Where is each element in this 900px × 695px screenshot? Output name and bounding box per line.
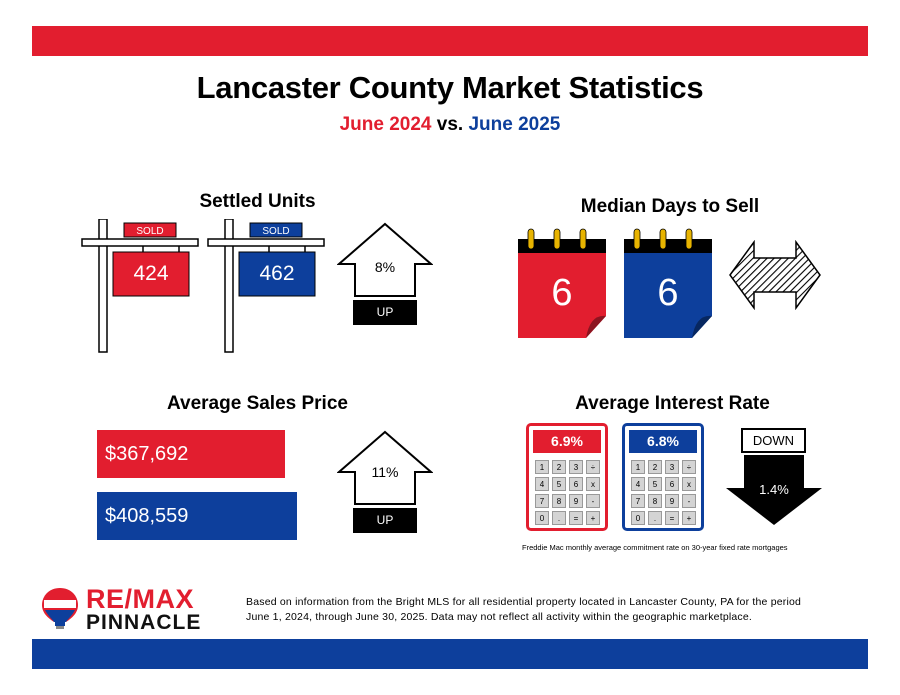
settled-units-title: Settled Units <box>199 191 316 212</box>
calculator-key: 3 <box>569 460 583 474</box>
disclaimer-line1: Based on information from the Bright MLS… <box>246 596 802 608</box>
interest-rate-2025: 6.8% <box>629 430 697 453</box>
avg-price-2024: $367,692 <box>97 430 285 478</box>
calendar-icon-2025 <box>622 226 717 340</box>
calculator-key: . <box>552 511 566 525</box>
calculator-key: 7 <box>631 494 645 508</box>
sign-post-icon <box>81 219 199 353</box>
interest-rate-title: Average Interest Rate <box>575 393 770 414</box>
up-arrow-icon <box>336 430 434 506</box>
sold-sign-2025 <box>206 219 326 354</box>
avg-price-title: Average Sales Price <box>167 393 348 414</box>
calculator-key: 9 <box>569 494 583 508</box>
period-2025: June 2025 <box>468 114 561 135</box>
settled-units-change: 8% <box>374 259 396 275</box>
brand-remax: RE/MAX <box>86 584 195 614</box>
calculator-key: 4 <box>535 477 549 491</box>
calculator-key: 1 <box>631 460 645 474</box>
calculator-key: - <box>682 494 696 508</box>
up-arrow-icon <box>336 222 434 298</box>
calculator-key: 5 <box>552 477 566 491</box>
page-subtitle: June 2024 vs. June 2025 <box>0 114 900 136</box>
calculator-key: 5 <box>648 477 662 491</box>
bottom-blue-bar <box>32 639 868 669</box>
calculator-key: = <box>569 511 583 525</box>
settled-units-direction: UP <box>353 300 417 325</box>
down-arrow-icon <box>724 455 824 527</box>
median-days-2025: 6 <box>657 272 679 314</box>
calculator-key: . <box>648 511 662 525</box>
interest-rate-change: 1.4% <box>759 482 789 497</box>
calculator-key: - <box>586 494 600 508</box>
calculator-key: 3 <box>665 460 679 474</box>
vs-label: vs. <box>436 114 464 135</box>
avg-price-direction: UP <box>353 508 417 533</box>
avg-price-change: 11% <box>371 464 399 480</box>
calculator-key: x <box>682 477 696 491</box>
calculator-key: 2 <box>648 460 662 474</box>
sign-post-icon <box>207 219 325 353</box>
calendar-icon-2024 <box>516 226 611 340</box>
calculator-key: + <box>586 511 600 525</box>
calculator-key: 8 <box>648 494 662 508</box>
calculator-key: 4 <box>631 477 645 491</box>
calculator-key: 1 <box>535 460 549 474</box>
calculator-key: 6 <box>665 477 679 491</box>
calculator-key: 7 <box>535 494 549 508</box>
interest-rate-footnote: Freddie Mac monthly average commitment r… <box>522 543 788 552</box>
median-days-title: Median Days to Sell <box>580 196 760 217</box>
settled-units-2025: 462 <box>259 262 295 285</box>
disclaimer: Based on information from the Bright MLS… <box>246 595 866 625</box>
calculator-key: 8 <box>552 494 566 508</box>
avg-price-2025: $408,559 <box>97 492 297 540</box>
balloon-logo-icon <box>40 586 80 630</box>
calculator-key: ÷ <box>586 460 600 474</box>
calculator-key: = <box>665 511 679 525</box>
sold-tag-2024: SOLD <box>136 226 164 237</box>
interest-rate-direction: DOWN <box>741 428 806 453</box>
settled-units-2024: 424 <box>133 262 169 285</box>
calculator-icon-2025: 6.8% 1 2 3 ÷ 4 5 6 x 7 8 9- 0. = + <box>622 423 704 531</box>
calculator-key: x <box>586 477 600 491</box>
calculator-key: + <box>682 511 696 525</box>
period-2024: June 2024 <box>339 114 432 135</box>
calculator-key: 0 <box>631 511 645 525</box>
calculator-key: 0 <box>535 511 549 525</box>
calculator-key: 2 <box>552 460 566 474</box>
top-red-bar <box>32 26 868 56</box>
disclaimer-line2: June 1, 2024, through June 30, 2025. Dat… <box>246 611 753 623</box>
brand-pinnacle: PINNACLE <box>86 611 202 634</box>
sold-tag-2025: SOLD <box>262 226 290 237</box>
interest-rate-2024: 6.9% <box>533 430 601 453</box>
calculator-key: 6 <box>569 477 583 491</box>
page-title: Lancaster County Market Statistics <box>196 70 704 105</box>
calculator-key: ÷ <box>682 460 696 474</box>
sold-sign-2024 <box>80 219 200 354</box>
calculator-icon-2024: 6.9% 1 2 3 ÷ 4 5 6 x 7 8 9- 0. = + <box>526 423 608 531</box>
double-arrow-icon <box>728 239 822 311</box>
median-days-2024: 6 <box>551 272 573 314</box>
calculator-key: 9 <box>665 494 679 508</box>
